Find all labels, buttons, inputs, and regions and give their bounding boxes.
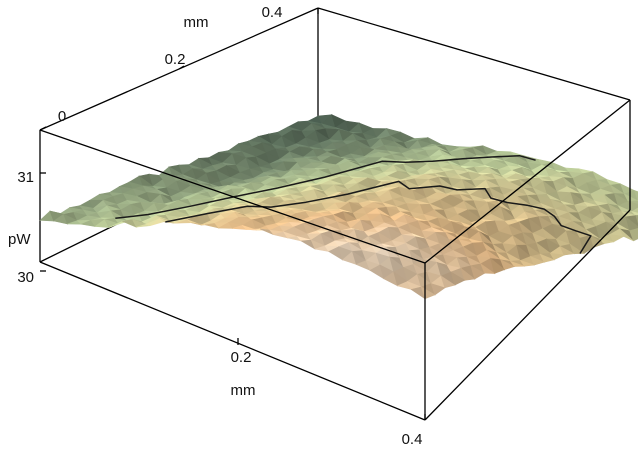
x-tick-label: 0.4 bbox=[402, 431, 423, 448]
surface-facet bbox=[490, 257, 506, 274]
surface-facet bbox=[589, 234, 605, 248]
y-tick-label: 0.4 bbox=[262, 4, 283, 21]
contour-line bbox=[165, 180, 592, 254]
surface-mesh bbox=[39, 114, 638, 300]
surface-facet bbox=[509, 260, 525, 267]
surface-facet bbox=[631, 211, 638, 216]
surface-facet bbox=[539, 253, 556, 263]
y-axis-label: mm bbox=[184, 14, 209, 31]
box-front bbox=[39, 99, 631, 421]
contour-lines bbox=[115, 154, 592, 254]
contour-line bbox=[115, 154, 536, 220]
surface-facet bbox=[633, 189, 638, 202]
surface-facet bbox=[629, 230, 638, 242]
surface-facet bbox=[599, 238, 614, 245]
z-tick-label: 31 bbox=[17, 169, 34, 186]
surface-facet bbox=[440, 275, 456, 289]
surface-facet bbox=[519, 259, 535, 267]
surface-facet bbox=[549, 252, 566, 261]
z-tick-label: 30 bbox=[17, 269, 34, 286]
surface-facet bbox=[529, 255, 546, 266]
surface-facet bbox=[480, 262, 496, 274]
x-axis-label: mm bbox=[231, 382, 256, 399]
z-axis-label: pW bbox=[8, 231, 31, 248]
x-axis: 0.2 0.4 mm bbox=[231, 338, 426, 448]
surface-facet bbox=[609, 234, 625, 243]
x-tick-label: 0.2 bbox=[231, 349, 252, 366]
surface-facet bbox=[430, 283, 446, 296]
y-tick-label: 0 bbox=[58, 108, 66, 125]
y-axis: 0 0.2 0.4 mm bbox=[39, 4, 319, 131]
y-tick-label: 0.2 bbox=[165, 51, 186, 68]
z-axis: 31 30 pW bbox=[8, 169, 46, 286]
surface-facet bbox=[460, 267, 476, 281]
surface-facet bbox=[470, 265, 486, 280]
surface-facet bbox=[569, 243, 585, 254]
surface-facet bbox=[450, 271, 466, 286]
surface-facet bbox=[559, 245, 575, 256]
surface-facet bbox=[500, 259, 516, 271]
surface-facet bbox=[619, 228, 634, 242]
